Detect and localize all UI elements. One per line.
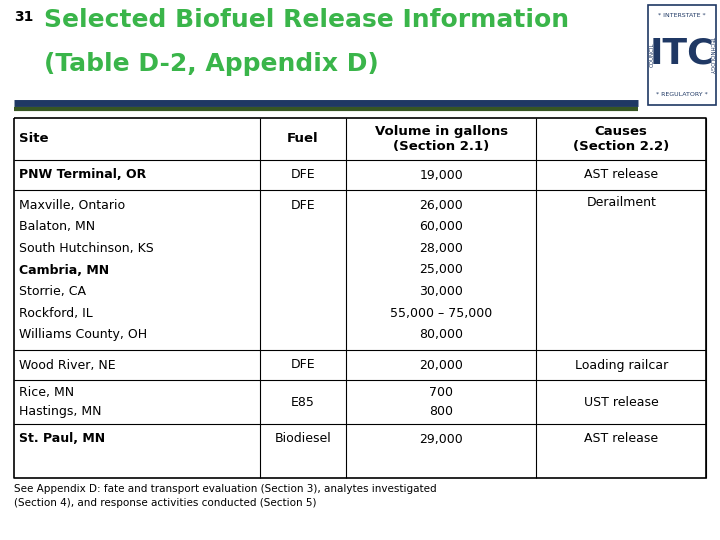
Text: 25,000: 25,000 [419,264,463,276]
FancyBboxPatch shape [648,5,716,105]
Text: E85: E85 [291,395,315,408]
Text: ITC: ITC [649,36,714,70]
Text: Selected Biofuel Release Information: Selected Biofuel Release Information [44,8,569,32]
Text: 26,000: 26,000 [420,199,463,212]
Text: Fuel: Fuel [287,132,319,145]
Text: Wood River, NE: Wood River, NE [19,359,116,372]
Text: St. Paul, MN: St. Paul, MN [19,433,105,446]
Text: UST release: UST release [584,395,659,408]
Text: Causes
(Section 2.2): Causes (Section 2.2) [573,125,670,153]
Text: South Hutchinson, KS: South Hutchinson, KS [19,242,154,255]
Text: 30,000: 30,000 [419,285,463,298]
Text: 31: 31 [14,10,33,24]
Text: 80,000: 80,000 [419,328,463,341]
Text: Loading railcar: Loading railcar [575,359,668,372]
Text: 20,000: 20,000 [419,359,463,372]
Text: 28,000: 28,000 [419,242,463,255]
Text: 19,000: 19,000 [420,168,463,181]
Text: Balaton, MN: Balaton, MN [19,220,95,233]
Text: Hastings, MN: Hastings, MN [19,404,102,417]
Text: DFE: DFE [291,168,315,181]
Text: PNW Terminal, OR: PNW Terminal, OR [19,168,146,181]
Text: TECHNOLOGY: TECHNOLOGY [709,36,714,73]
Text: COUNCIL: COUNCIL [649,43,654,68]
Text: Rockford, IL: Rockford, IL [19,307,93,320]
Text: AST release: AST release [584,168,658,181]
Text: 29,000: 29,000 [420,433,463,446]
Text: DFE: DFE [291,199,315,212]
Text: Site: Site [19,132,48,145]
Text: Volume in gallons
(Section 2.1): Volume in gallons (Section 2.1) [374,125,508,153]
Text: * REGULATORY *: * REGULATORY * [656,92,708,97]
Text: AST release: AST release [584,433,658,446]
Text: 55,000 – 75,000: 55,000 – 75,000 [390,307,492,320]
Text: * INTERSTATE *: * INTERSTATE * [658,13,706,18]
Text: Derailment: Derailment [586,195,656,208]
Text: Storrie, CA: Storrie, CA [19,285,86,298]
Text: Williams County, OH: Williams County, OH [19,328,147,341]
Text: 700: 700 [429,386,454,400]
Text: Biodiesel: Biodiesel [274,433,331,446]
Text: Cambria, MN: Cambria, MN [19,264,109,276]
Text: DFE: DFE [291,359,315,372]
Text: See Appendix D: fate and transport evaluation (Section 3), analytes investigated: See Appendix D: fate and transport evalu… [14,484,436,508]
Text: Rice, MN: Rice, MN [19,386,74,400]
Text: 800: 800 [429,404,454,417]
Text: (Table D-2, Appendix D): (Table D-2, Appendix D) [44,52,379,76]
Text: Maxville, Ontario: Maxville, Ontario [19,199,125,212]
Text: 60,000: 60,000 [419,220,463,233]
